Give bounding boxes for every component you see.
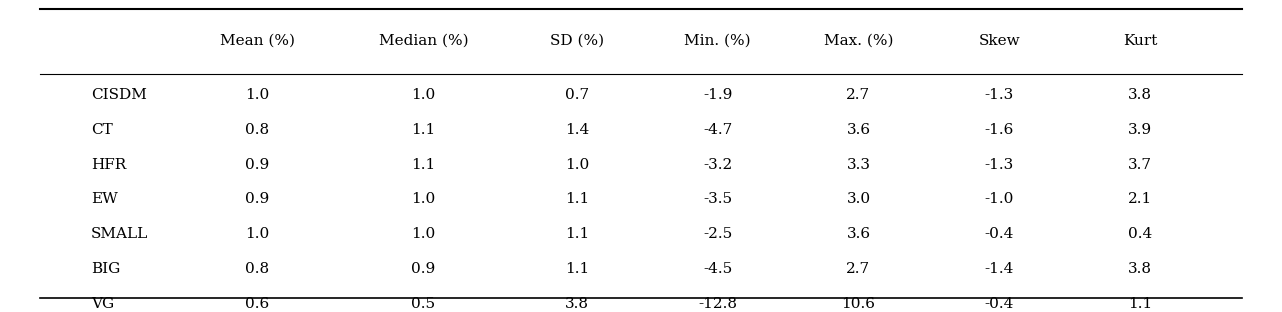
Text: -1.4: -1.4 bbox=[985, 262, 1014, 276]
Text: 0.6: 0.6 bbox=[245, 297, 269, 311]
Text: 0.4: 0.4 bbox=[1128, 227, 1153, 241]
Text: 3.3: 3.3 bbox=[846, 158, 870, 172]
Text: 1.1: 1.1 bbox=[412, 158, 436, 172]
Text: 1.0: 1.0 bbox=[412, 88, 436, 102]
Text: -1.9: -1.9 bbox=[703, 88, 732, 102]
Text: -1.3: -1.3 bbox=[985, 158, 1014, 172]
Text: 3.8: 3.8 bbox=[1128, 88, 1153, 102]
Text: -4.7: -4.7 bbox=[703, 123, 732, 137]
Text: SMALL: SMALL bbox=[91, 227, 149, 241]
Text: Skew: Skew bbox=[978, 34, 1020, 48]
Text: 1.1: 1.1 bbox=[1128, 297, 1153, 311]
Text: BIG: BIG bbox=[91, 262, 121, 276]
Text: 1.1: 1.1 bbox=[565, 192, 590, 206]
Text: EW: EW bbox=[91, 192, 118, 206]
Text: -1.0: -1.0 bbox=[985, 192, 1014, 206]
Text: CT: CT bbox=[91, 123, 113, 137]
Text: 3.6: 3.6 bbox=[846, 227, 870, 241]
Text: 10.6: 10.6 bbox=[841, 297, 876, 311]
Text: -0.4: -0.4 bbox=[985, 297, 1014, 311]
Text: 2.7: 2.7 bbox=[846, 262, 870, 276]
Text: -2.5: -2.5 bbox=[703, 227, 732, 241]
Text: 1.1: 1.1 bbox=[412, 123, 436, 137]
Text: 1.1: 1.1 bbox=[565, 262, 590, 276]
Text: 0.8: 0.8 bbox=[245, 123, 269, 137]
Text: -0.4: -0.4 bbox=[985, 227, 1014, 241]
Text: 0.8: 0.8 bbox=[245, 262, 269, 276]
Text: 3.8: 3.8 bbox=[1128, 262, 1153, 276]
Text: 3.9: 3.9 bbox=[1128, 123, 1153, 137]
Text: Kurt: Kurt bbox=[1123, 34, 1158, 48]
Text: Max. (%): Max. (%) bbox=[824, 34, 894, 48]
Text: Min. (%): Min. (%) bbox=[685, 34, 751, 48]
Text: 3.7: 3.7 bbox=[1128, 158, 1153, 172]
Text: 3.6: 3.6 bbox=[846, 123, 870, 137]
Text: 3.0: 3.0 bbox=[846, 192, 870, 206]
Text: 0.9: 0.9 bbox=[412, 262, 436, 276]
Text: CISDM: CISDM bbox=[91, 88, 147, 102]
Text: SD (%): SD (%) bbox=[550, 34, 604, 48]
Text: VG: VG bbox=[91, 297, 114, 311]
Text: -1.6: -1.6 bbox=[985, 123, 1014, 137]
Text: 0.9: 0.9 bbox=[245, 192, 269, 206]
Text: -4.5: -4.5 bbox=[703, 262, 732, 276]
Text: 3.8: 3.8 bbox=[565, 297, 588, 311]
Text: -1.3: -1.3 bbox=[985, 88, 1014, 102]
Text: 0.9: 0.9 bbox=[245, 158, 269, 172]
Text: -3.5: -3.5 bbox=[704, 192, 732, 206]
Text: 1.4: 1.4 bbox=[565, 123, 590, 137]
Text: Median (%): Median (%) bbox=[378, 34, 468, 48]
Text: 0.5: 0.5 bbox=[412, 297, 436, 311]
Text: 0.7: 0.7 bbox=[565, 88, 590, 102]
Text: 1.1: 1.1 bbox=[565, 227, 590, 241]
Text: -3.2: -3.2 bbox=[703, 158, 732, 172]
Text: 2.1: 2.1 bbox=[1128, 192, 1153, 206]
Text: 1.0: 1.0 bbox=[565, 158, 590, 172]
Text: 1.0: 1.0 bbox=[245, 88, 269, 102]
Text: 1.0: 1.0 bbox=[245, 227, 269, 241]
Text: Mean (%): Mean (%) bbox=[219, 34, 295, 48]
Text: -12.8: -12.8 bbox=[699, 297, 737, 311]
Text: HFR: HFR bbox=[91, 158, 126, 172]
Text: 2.7: 2.7 bbox=[846, 88, 870, 102]
Text: 1.0: 1.0 bbox=[412, 227, 436, 241]
Text: 1.0: 1.0 bbox=[412, 192, 436, 206]
